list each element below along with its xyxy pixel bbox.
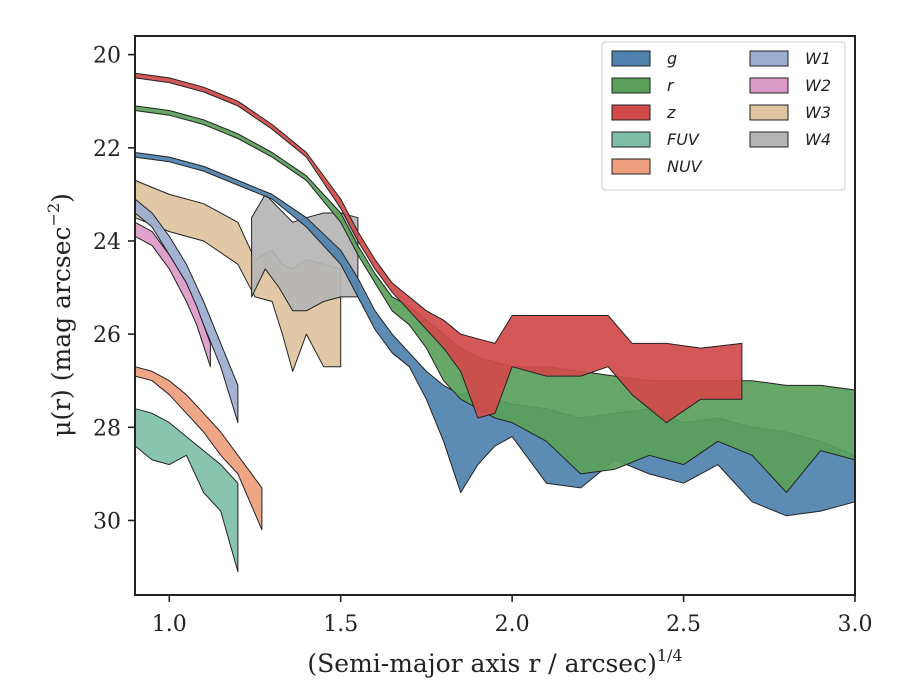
x-tick-label: 3.0 (838, 612, 873, 637)
band-fuv (134, 408, 239, 573)
x-axis-title-main: (Semi-major axis r / arcsec) (307, 649, 656, 678)
legend: grz FUV NUV W1 W2 W3 W4 (601, 41, 846, 191)
legend-label-nuv: NUV (667, 157, 703, 176)
legend-label-w3: W3 (805, 103, 831, 122)
legend-swatch-z (611, 104, 651, 121)
legend-label-w1: W1 (805, 49, 831, 68)
legend-label-z: z (666, 103, 676, 122)
plot-frame (134, 35, 856, 596)
y-axis: 20 22 24 26 28 30 (93, 44, 135, 534)
y-tick-label: 26 (93, 323, 121, 348)
band-w1 (134, 198, 239, 424)
legend-swatch-w3 (749, 104, 789, 121)
legend-swatch-nuv (611, 158, 651, 175)
legend-swatch-w1 (749, 50, 789, 67)
y-axis-title-close: ) (47, 193, 76, 203)
band-layer (134, 72, 856, 573)
y-tick-label: 22 (93, 137, 121, 162)
legend-label-g: g (667, 49, 677, 68)
x-tick-label: 1.5 (323, 612, 358, 637)
x-axis: 1.0 1.5 2.0 2.5 3.0 (152, 595, 873, 637)
y-tick-label: 28 (93, 416, 121, 441)
legend-swatch-r (611, 77, 651, 94)
y-tick-label: 20 (93, 44, 121, 69)
legend-label-fuv: FUV (667, 130, 700, 149)
band-nuv (134, 366, 263, 531)
band-w3 (134, 179, 342, 372)
x-axis-title: (Semi-major axis r / arcsec)1/4 (307, 646, 682, 678)
legend-swatch-w2 (749, 77, 789, 94)
y-axis-title-exponent: −2 (44, 203, 63, 227)
y-axis-title: μ(r) (mag arcsec−2) (44, 193, 76, 437)
legend-swatch-w4 (749, 131, 789, 148)
y-axis-title-main: μ(r) (mag arcsec (47, 226, 76, 436)
x-tick-label: 1.0 (152, 612, 187, 637)
legend-label-r: r (667, 76, 675, 95)
band-g (134, 152, 856, 517)
legend-swatch-g (611, 50, 651, 67)
band-w2 (134, 221, 211, 368)
x-axis-title-exponent: 1/4 (657, 646, 683, 665)
y-tick-label: 24 (93, 230, 121, 255)
x-tick-label: 2.0 (495, 612, 530, 637)
y-tick-label: 30 (93, 509, 121, 534)
legend-label-w4: W4 (805, 130, 831, 149)
legend-swatch-fuv (611, 131, 651, 148)
legend-label-w2: W2 (805, 76, 831, 95)
x-tick-label: 2.5 (666, 612, 701, 637)
band-z (134, 72, 743, 424)
